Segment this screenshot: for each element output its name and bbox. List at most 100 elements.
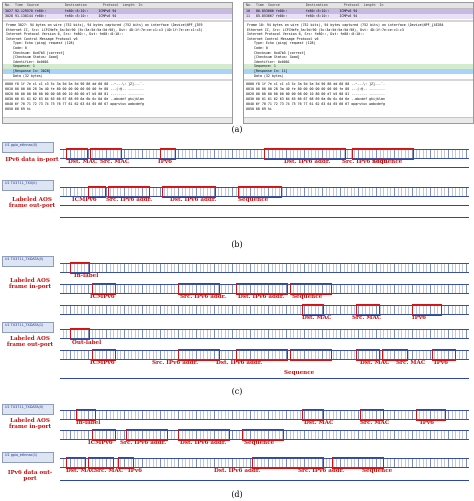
signal-name[interactable]: U1 TX3711_TXDATA(0) (2, 404, 54, 415)
detail-field[interactable]: Code: 0 (13, 45, 27, 50)
hex-row[interactable]: 0030 00 01 61 62 63 64 65 66 67 68 69 6a… (246, 97, 385, 102)
field-box (66, 457, 86, 469)
field-box (178, 283, 220, 295)
column-header[interactable]: Time (14, 3, 23, 7)
field-box (118, 457, 134, 469)
detail-field[interactable]: [Checksum Status: Good] (254, 55, 300, 60)
column-header[interactable]: No. (246, 3, 252, 7)
detail-ipv6[interactable]: Internet Protocol Version 6, Src: fe80::… (247, 32, 365, 37)
annotation: Dst. MAC (304, 420, 334, 426)
detail-field[interactable]: Identifier: 0x0001 (254, 59, 290, 64)
signal-name[interactable]: U1 TX3711_TXDATA(0) (2, 256, 54, 267)
detail-frame[interactable]: Frame 10: 94 bytes on wire (752 bits), 9… (247, 23, 444, 27)
column-header[interactable]: Time (255, 3, 264, 7)
hex-row[interactable]: 0010 00 00 00 28 3a 40 fe 80 00 00 00 00… (5, 87, 144, 92)
waveform-track[interactable] (60, 410, 469, 420)
column-header[interactable]: Length (122, 3, 135, 7)
waveform-track[interactable] (60, 430, 469, 440)
field-box (412, 304, 442, 316)
hex-row[interactable]: 0050 68 69 hi (5, 107, 31, 112)
annotation: Src. IPv6 addr. (120, 440, 167, 446)
waveform-track[interactable] (60, 284, 469, 294)
signal-name[interactable]: U1 TX3711_TXDATA(1) (2, 322, 54, 333)
column-header[interactable]: In (138, 3, 143, 7)
detail-sequence[interactable]: Sequence: 1 (244, 64, 473, 69)
detail-field[interactable]: Type: Echo (ping) request (128) (254, 41, 316, 46)
waveform-track[interactable] (60, 305, 469, 315)
detail-ethernet[interactable]: Ethernet II, Src: LCFCHeFe_5a:5d:90 (5c:… (247, 27, 404, 32)
annotation: Dst. IPv6 addr. (284, 159, 331, 165)
signal-name[interactable]: U1 gpio_ethmac(1) (2, 452, 54, 463)
detail-ipv6[interactable]: Internet Protocol Version 6, Src: fe80::… (6, 32, 124, 37)
column-header[interactable]: No. (5, 3, 11, 7)
panel-label-c: (c) (231, 387, 243, 396)
detail-data[interactable]: Data (32 bytes) (13, 73, 43, 78)
column-header[interactable]: Source (267, 3, 280, 7)
annotation: IPv6 (158, 159, 172, 165)
field-box (76, 409, 96, 421)
field-box (88, 186, 106, 198)
column-header[interactable]: Length (363, 3, 376, 7)
hex-row[interactable]: 0030 00 01 61 62 63 64 65 66 67 68 69 6a… (5, 97, 144, 102)
detail-field[interactable]: Type: Echo (ping) request (128) (13, 41, 75, 46)
waveform-track[interactable] (60, 329, 469, 339)
annotation: Sequence (372, 159, 403, 165)
detail-field[interactable]: Identifier: 0x0001 (13, 59, 49, 64)
waveform-track[interactable] (60, 263, 469, 273)
hex-row[interactable]: 0050 68 69 hi (246, 107, 272, 112)
detail-sequence[interactable]: Sequence: 1 (3, 64, 232, 69)
field-box (238, 186, 282, 198)
detail-ethernet[interactable]: Ethernet II, Src: LCFCHeFe_5a:5d:90 (5c:… (6, 27, 203, 32)
hex-row[interactable]: 0000 f0 1f 7e c1 c1 c3 5c 3a 5d 5a 5d 90… (5, 82, 144, 87)
column-header[interactable]: Source (26, 3, 39, 7)
annotation: Src. IPv6 addr. (106, 197, 153, 203)
detail-data[interactable]: Data (32 bytes) (254, 73, 284, 78)
hex-row[interactable]: 0020 00 00 00 00 00 00 00 08 00 10 80 00… (246, 92, 385, 97)
column-header[interactable]: Destination (64, 3, 87, 7)
hex-row[interactable]: 0020 00 00 00 00 00 00 00 08 00 10 80 00… (5, 92, 144, 97)
hex-row[interactable]: 0040 6f 70 71 72 73 74 75 76 77 61 62 63… (246, 102, 385, 107)
detail-icmpv6[interactable]: Internet Control Message Protocol v6 (247, 36, 319, 41)
annotation: IPv6 (434, 360, 448, 366)
column-header[interactable]: In (379, 3, 384, 7)
column-header[interactable]: Destination (305, 3, 328, 7)
panel-label-b: (b) (231, 240, 243, 249)
waveform-track[interactable] (60, 458, 469, 468)
packet-row[interactable]: 10 86.853686 fe80:: fe80::8:10:: ICMPv6 … (244, 9, 473, 14)
panel-label-a: (a) (231, 125, 243, 134)
field-box (108, 186, 150, 198)
packet-row[interactable]: 11 85.853667 fe80:: fe80::8:10:: ICMPv6 … (244, 14, 473, 19)
detail-icmpv6[interactable]: Internet Control Message Protocol v6 (6, 36, 78, 41)
hex-row[interactable]: 0000 f0 1f 7e c1 c1 c3 5c 3a 5d 5a 5d 90… (246, 82, 385, 87)
waveform-track[interactable] (60, 350, 469, 360)
side-label: IPv6 data in-port (5, 157, 59, 163)
hex-row[interactable]: 0010 00 00 00 28 3a 40 fe 80 00 00 00 00… (246, 87, 385, 92)
pane-divider[interactable] (244, 20, 473, 22)
pane-divider[interactable] (3, 20, 232, 22)
detail-field[interactable]: [Checksum Status: Good] (13, 55, 59, 60)
field-box (290, 349, 332, 361)
hex-row[interactable]: 0040 6f 70 71 72 73 74 75 76 77 61 62 63… (5, 102, 144, 107)
packet-row[interactable]: 3027 92.129570 fe80:: fe80::8:10:: ICMPv… (3, 9, 232, 14)
signal-name[interactable]: U1 TX3711_TX0(0) (2, 180, 54, 191)
field-box (356, 304, 380, 316)
detail-field[interactable]: Code: 0 (254, 45, 268, 50)
pane-divider[interactable] (244, 79, 473, 82)
pane-divider[interactable] (3, 79, 232, 82)
logic-panel-b: U1 gpio_ethmac(0) IPv6 data in-port Dst.… (2, 137, 471, 235)
baseline-track (60, 378, 469, 383)
column-header[interactable]: Protocol (102, 3, 119, 7)
column-header[interactable]: Protocol (343, 3, 360, 7)
annotation: ICMPv6 (72, 197, 97, 203)
detail-response-in[interactable]: [Response In: 11] (244, 68, 473, 74)
field-box (352, 148, 414, 160)
waveform-track[interactable] (60, 187, 469, 197)
detail-response-in[interactable]: [Response In: 3028] (3, 68, 232, 74)
annotation: Src. MAC (396, 360, 426, 366)
field-box (432, 349, 456, 361)
packet-row[interactable]: 3028 91.130144 fe80:: fe80::8:10:: ICMPv… (3, 14, 232, 19)
signal-name[interactable]: U1 gpio_ethmac(0) (2, 142, 54, 153)
detail-field[interactable]: Checksum: 0xd7b5 [correct] (254, 50, 306, 55)
detail-frame[interactable]: Frame 3027: 94 bytes on wire (752 bits),… (6, 23, 203, 27)
detail-field[interactable]: Checksum: 0xd7b5 [correct] (13, 50, 65, 55)
